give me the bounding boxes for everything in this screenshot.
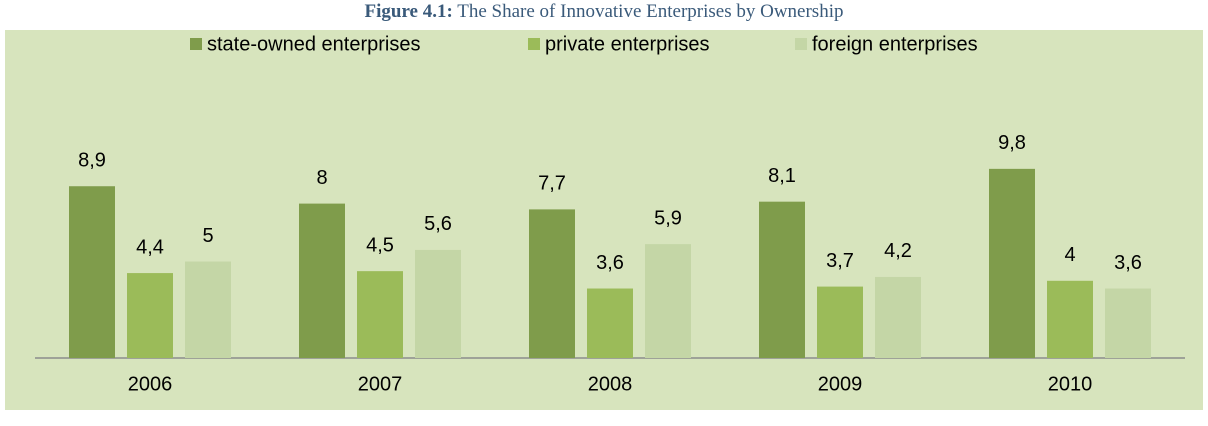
legend-swatch: [795, 38, 807, 50]
figure-label: Figure 4.1:: [365, 1, 453, 22]
chart-title: Figure 4.1: The Share of Innovative Ente…: [365, 1, 844, 22]
bar: [357, 271, 403, 358]
bar: [1047, 280, 1093, 358]
data-label: 4: [1064, 244, 1075, 266]
bar: [529, 209, 575, 358]
x-tick-label: 2010: [1048, 373, 1093, 395]
data-label: 4,5: [366, 234, 394, 256]
data-label: 3,6: [596, 252, 624, 274]
data-label: 8,9: [78, 150, 106, 172]
bar: [989, 168, 1035, 358]
bar: [875, 276, 921, 358]
data-label: 5,6: [424, 213, 452, 235]
x-tick-label: 2009: [818, 373, 863, 395]
data-label: 5,9: [654, 207, 682, 229]
data-label: 4,2: [884, 240, 912, 262]
bar: [817, 286, 863, 358]
x-tick-label: 2007: [358, 373, 403, 395]
legend-label: state-owned enterprises: [207, 33, 420, 55]
data-label: 9,8: [998, 132, 1026, 154]
title-text: The Share of Innovative Enterprises by O…: [457, 1, 843, 22]
bar: [1105, 288, 1151, 358]
legend-swatch: [528, 38, 540, 50]
bar: [645, 244, 691, 358]
bar: [759, 201, 805, 358]
bar: [185, 261, 231, 358]
legend-label: foreign enterprises: [812, 33, 978, 55]
x-tick-label: 2008: [588, 373, 633, 395]
data-label: 7,7: [538, 173, 566, 195]
data-label: 8,1: [768, 165, 796, 187]
bar: [127, 273, 173, 358]
data-label: 3,7: [826, 250, 854, 272]
legend-swatch: [190, 38, 202, 50]
bar: [299, 203, 345, 358]
bar: [415, 249, 461, 358]
data-label: 8: [316, 167, 327, 189]
data-label: 5: [202, 225, 213, 247]
data-label: 3,6: [1114, 252, 1142, 274]
legend-label: private enterprises: [545, 33, 710, 55]
data-label: 4,4: [136, 236, 164, 258]
bar: [69, 186, 115, 358]
bar: [587, 288, 633, 358]
x-tick-label: 2006: [128, 373, 173, 395]
